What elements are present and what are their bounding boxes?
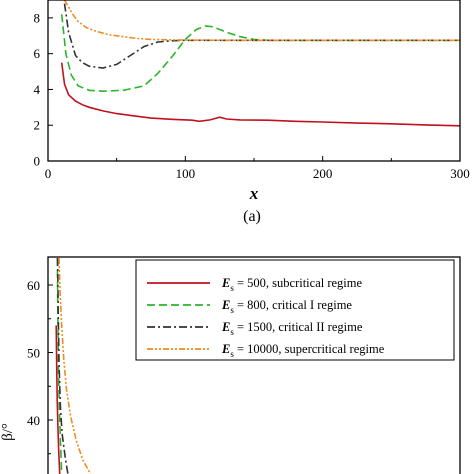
top-x-tick-label: 200 [313, 166, 333, 181]
legend-label-s10000: Es = 10000, supercritical regime [221, 342, 385, 359]
top-y-tick-label: 0 [34, 154, 41, 169]
top-x-axis-title: x [249, 184, 259, 203]
legend-label-s800: Es = 800, critical I regime [221, 298, 352, 315]
top-y-tick-label: 2 [34, 118, 41, 133]
bottom-ticks-group: 40 50 60 [27, 278, 53, 455]
legend-label-s500: Es = 500, subcritical regime [221, 276, 363, 293]
legend-box [135, 259, 455, 361]
legend-label-s1500: Es = 1500, critical II regime [221, 320, 363, 337]
bottom-series-s800 [56, 257, 63, 474]
top-series-group [60, 0, 461, 127]
top-x-tick-label: 300 [450, 166, 470, 181]
bottom-series-s10000 [58, 257, 92, 474]
top-ticks-group: 0 100 200 300 0 2 4 6 8 [34, 10, 470, 181]
top-y-tick-label: 6 [34, 46, 41, 61]
top-caption: (a) [243, 208, 261, 225]
top-series-s1500 [63, 3, 460, 69]
top-series-s500 [60, 62, 461, 127]
top-x-tick-label: 100 [176, 166, 196, 181]
bottom-series-s500 [55, 325, 61, 474]
top-y-tick-label: 8 [34, 10, 41, 25]
top-series-s800 [60, 14, 460, 93]
bottom-plot-frame [47, 256, 461, 474]
legend: Es = 500, subcritical regime Es = 800, cr… [135, 259, 455, 361]
bottom-y-tick-label: 60 [27, 278, 40, 293]
top-plot-frame [47, 0, 461, 162]
bottom-y-tick-label: 40 [27, 413, 40, 428]
bottom-y-axis-title: β/° [0, 423, 16, 441]
top-series-s10000 [63, 0, 460, 42]
top-panel: 0 100 200 300 0 2 4 6 8 x (a) [34, 0, 470, 225]
top-x-tick-label: 0 [45, 166, 52, 181]
top-y-tick-label: 4 [34, 82, 41, 97]
bottom-series-group [55, 257, 92, 474]
bottom-y-tick-label: 50 [27, 346, 40, 361]
legend-items: Es = 500, subcritical regime Es = 800, cr… [147, 276, 385, 359]
bottom-series-s1500 [56, 257, 69, 474]
